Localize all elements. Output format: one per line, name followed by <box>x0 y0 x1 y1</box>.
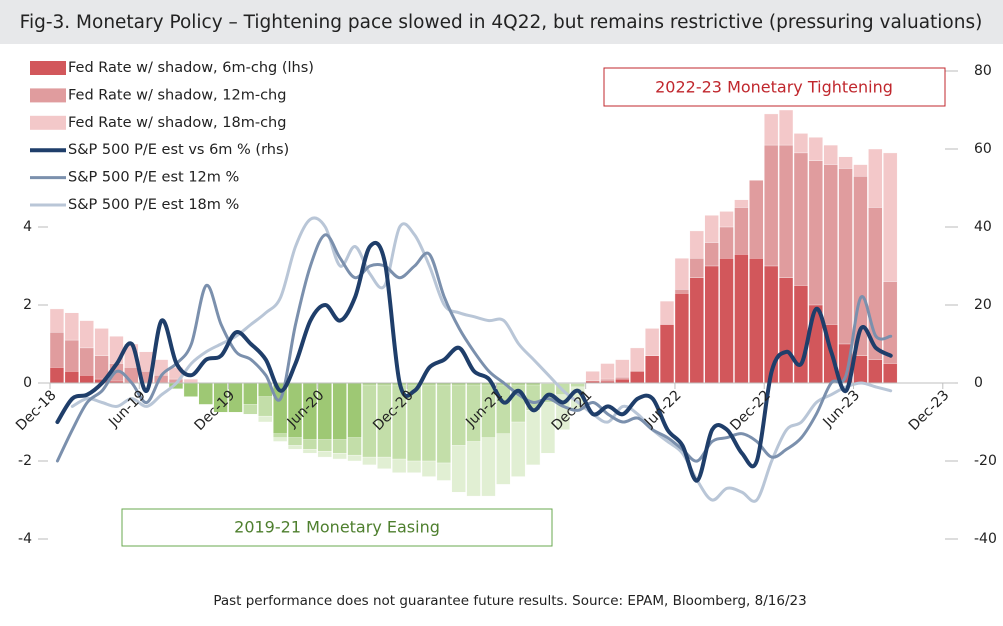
bar <box>868 359 883 384</box>
bar <box>689 277 704 384</box>
x-tick-label: Dec-18 <box>13 387 60 434</box>
x-tick-label: Dec-23 <box>906 387 953 434</box>
y2-tick-label: -40 <box>974 531 997 547</box>
bar <box>674 293 690 384</box>
bar <box>719 258 734 384</box>
line <box>70 216 893 503</box>
y-tick-label: 2 <box>23 297 32 313</box>
legend-label: Fed Rate w/ shadow, 12m-chg <box>68 87 286 103</box>
annotation: 2022-23 Monetary Tightening <box>655 78 893 97</box>
legend-swatch <box>30 115 66 130</box>
bar <box>198 382 213 405</box>
y2-tick-label: 0 <box>974 375 983 391</box>
bar <box>659 324 675 384</box>
y2-tick-label: 60 <box>974 141 992 157</box>
bar <box>436 382 451 464</box>
bar <box>764 265 779 384</box>
annotation-box <box>603 67 946 107</box>
bar <box>749 258 764 384</box>
chart-title: Fig-3. Monetary Policy – Tightening pace… <box>20 12 983 33</box>
x-tick-label: Jun-19 <box>105 387 149 431</box>
legend: Fed Rate w/ shadow, 6m-chg (lhs) Fed Rate… <box>30 60 314 213</box>
line <box>55 240 893 483</box>
bar <box>49 367 65 384</box>
bar <box>793 285 809 384</box>
bar <box>421 382 437 462</box>
y-tick-label: 0 <box>23 375 32 391</box>
footnote: Past performance does not guarantee futu… <box>213 593 806 609</box>
bar <box>868 207 883 384</box>
y2-tick-label: -20 <box>974 453 997 469</box>
bar <box>451 382 466 446</box>
annotation: 2019-21 Monetary Easing <box>234 518 440 537</box>
legend-swatch <box>30 61 66 75</box>
bar <box>183 382 198 397</box>
bar <box>347 382 362 438</box>
bar <box>64 371 79 384</box>
bar <box>630 371 645 384</box>
y-tick-label: 4 <box>23 219 32 235</box>
title-bar <box>0 0 1003 44</box>
bar <box>778 277 794 384</box>
bar <box>645 355 660 384</box>
y2-tick-label: 80 <box>974 63 992 79</box>
legend-label: Fed Rate w/ shadow, 6m-chg (lhs) <box>68 60 314 76</box>
bar <box>734 254 749 384</box>
bar <box>183 378 198 384</box>
y2-tick-label: 20 <box>974 297 992 313</box>
bar <box>79 375 94 384</box>
y-tick-label: -2 <box>18 453 32 469</box>
legend-label: S&P 500 P/E est 18m % <box>68 197 239 213</box>
bar <box>615 378 630 384</box>
y2-tick-label: 40 <box>974 219 992 235</box>
y-tick-label: -4 <box>18 531 32 547</box>
annotation-box <box>121 508 553 547</box>
bar <box>496 382 511 434</box>
legend-label: S&P 500 P/E est 12m % <box>68 170 239 186</box>
bar <box>332 382 347 440</box>
legend-label: S&P 500 P/E est vs 6m % (rhs) <box>68 142 289 158</box>
legend-swatch <box>30 88 66 103</box>
legend-label: Fed Rate w/ shadow, 18m-chg <box>68 115 286 131</box>
bar <box>704 265 719 384</box>
bar <box>243 382 258 405</box>
bar <box>883 363 898 384</box>
line <box>55 233 893 463</box>
